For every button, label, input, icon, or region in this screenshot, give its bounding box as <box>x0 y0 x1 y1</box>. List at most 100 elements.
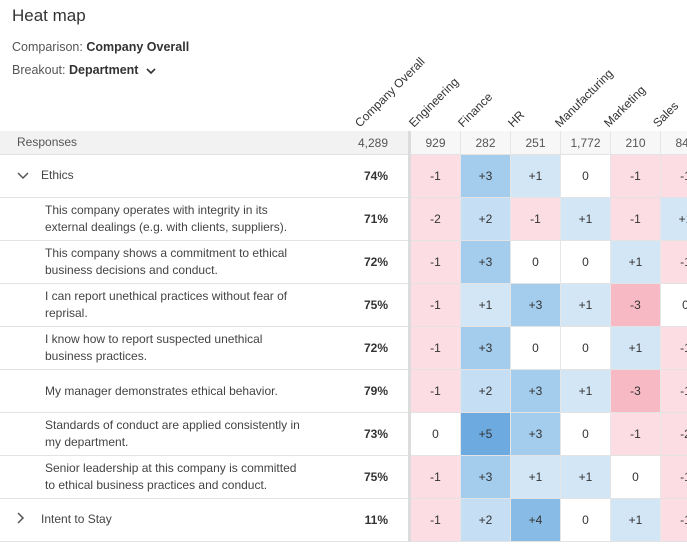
heat-cell[interactable]: -1 <box>409 369 461 413</box>
heat-cell[interactable]: 0 <box>560 326 611 370</box>
question-label-cell: I can report unethical practices without… <box>0 283 319 327</box>
heat-cell[interactable]: -3 <box>610 283 661 327</box>
heat-cell[interactable]: +1 <box>610 240 661 284</box>
heat-cell[interactable]: +2 <box>460 197 511 241</box>
heat-cell[interactable]: +1 <box>510 455 561 499</box>
heat-cell[interactable]: 0 <box>560 412 611 456</box>
heat-cell[interactable]: +1 <box>560 455 611 499</box>
question-row: Standards of conduct are applied consist… <box>0 412 687 456</box>
question-row: My manager demonstrates ethical behavior… <box>0 369 687 413</box>
question-row: I know how to report suspected unethical… <box>0 326 687 370</box>
question-label: This company operates with integrity in … <box>45 203 288 234</box>
heat-cell[interactable]: 0 <box>510 240 561 284</box>
heat-cell[interactable]: +2 <box>460 369 511 413</box>
comparison-setting: Comparison: Company Overall <box>12 40 189 54</box>
heat-cell[interactable]: +2 <box>460 498 511 542</box>
comparison-label: Comparison: <box>12 40 83 54</box>
overall-score: 74% <box>319 154 411 198</box>
breakout-value: Department <box>69 63 139 77</box>
heat-cell[interactable]: +3 <box>510 369 561 413</box>
heat-cell[interactable]: +1 <box>610 498 661 542</box>
heat-cell[interactable]: +4 <box>510 498 561 542</box>
heat-cell[interactable]: -1 <box>660 498 687 542</box>
group-label-cell: Ethics <box>0 154 319 198</box>
overall-score: 72% <box>319 326 411 370</box>
heat-cell[interactable]: 0 <box>560 498 611 542</box>
heat-cell[interactable]: -1 <box>409 455 461 499</box>
chevron-down-icon[interactable] <box>17 168 35 185</box>
heat-cell[interactable]: +3 <box>510 412 561 456</box>
question-label-cell: This company operates with integrity in … <box>0 197 319 241</box>
heat-cell[interactable]: -1 <box>660 326 687 370</box>
heat-cell[interactable]: -2 <box>660 412 687 456</box>
overall-score: 72% <box>319 240 411 284</box>
question-row: This company operates with integrity in … <box>0 197 687 241</box>
comparison-value: Company Overall <box>86 40 190 54</box>
heat-cell[interactable]: +3 <box>460 326 511 370</box>
question-label-cell: Standards of conduct are applied consist… <box>0 412 319 456</box>
column-header: Sales <box>650 98 682 130</box>
heat-cell[interactable]: -1 <box>409 283 461 327</box>
breakout-dropdown[interactable]: Breakout: Department <box>12 63 156 78</box>
heat-cell[interactable]: -1 <box>610 412 661 456</box>
question-row: I can report unethical practices without… <box>0 283 687 327</box>
heat-cell[interactable]: 0 <box>660 283 687 327</box>
heat-cell[interactable]: -1 <box>660 369 687 413</box>
question-label: My manager demonstrates ethical behavior… <box>45 383 278 398</box>
chevron-right-icon[interactable] <box>17 512 35 529</box>
question-label-cell: Senior leadership at this company is com… <box>0 455 319 499</box>
heat-cell[interactable]: 0 <box>409 412 461 456</box>
responses-count: 210 <box>610 131 661 155</box>
heat-cell[interactable]: 0 <box>510 326 561 370</box>
responses-count: 844 <box>660 131 687 155</box>
page-title: Heat map <box>12 6 86 25</box>
heat-cell[interactable]: +3 <box>460 240 511 284</box>
chevron-down-icon <box>146 64 156 78</box>
heat-cell[interactable]: +1 <box>560 197 611 241</box>
heat-cell[interactable]: -1 <box>409 154 461 198</box>
heat-cell[interactable]: -1 <box>409 498 461 542</box>
group-label-cell: Intent to Stay <box>0 498 319 542</box>
heat-cell[interactable]: +1 <box>460 283 511 327</box>
heat-cell[interactable]: +3 <box>510 283 561 327</box>
heat-cell[interactable]: +1 <box>510 154 561 198</box>
heat-cell[interactable]: -3 <box>610 369 661 413</box>
heat-cell[interactable]: -1 <box>510 197 561 241</box>
heat-cell[interactable]: +1 <box>560 369 611 413</box>
overall-score: 73% <box>319 412 411 456</box>
question-label: Senior leadership at this company is com… <box>45 461 297 492</box>
heat-cell[interactable]: +1 <box>560 283 611 327</box>
heat-cell[interactable]: +1 <box>660 197 687 241</box>
overall-score: 11% <box>319 498 411 542</box>
heat-cell[interactable]: 0 <box>560 240 611 284</box>
overall-score: 75% <box>319 455 411 499</box>
group-label: Intent to Stay <box>41 512 112 527</box>
heat-cell[interactable]: +3 <box>460 455 511 499</box>
responses-count: 929 <box>409 131 461 155</box>
column-header: Finance <box>455 89 496 130</box>
heat-cell[interactable]: -1 <box>409 326 461 370</box>
heat-cell[interactable]: -1 <box>409 240 461 284</box>
question-label: I know how to report suspected unethical… <box>45 332 263 363</box>
heat-cell[interactable]: -1 <box>610 154 661 198</box>
heat-cell[interactable]: -1 <box>660 240 687 284</box>
column-header: Marketing <box>601 82 649 130</box>
heat-cell[interactable]: -1 <box>610 197 661 241</box>
heat-cell[interactable]: 0 <box>610 455 661 499</box>
group-label: Ethics <box>41 168 74 183</box>
heat-cell[interactable]: -1 <box>660 455 687 499</box>
heat-cell[interactable]: 0 <box>560 154 611 198</box>
heat-cell[interactable]: -1 <box>660 154 687 198</box>
heat-cell[interactable]: +1 <box>610 326 661 370</box>
question-row: Senior leadership at this company is com… <box>0 455 687 499</box>
overall-score: 71% <box>319 197 411 241</box>
responses-count: 282 <box>460 131 511 155</box>
question-label-cell: My manager demonstrates ethical behavior… <box>0 369 319 413</box>
heat-cell[interactable]: +3 <box>460 154 511 198</box>
heat-cell[interactable]: -2 <box>409 197 461 241</box>
question-label: This company shows a commitment to ethic… <box>45 246 288 277</box>
heat-cell[interactable]: +5 <box>460 412 511 456</box>
